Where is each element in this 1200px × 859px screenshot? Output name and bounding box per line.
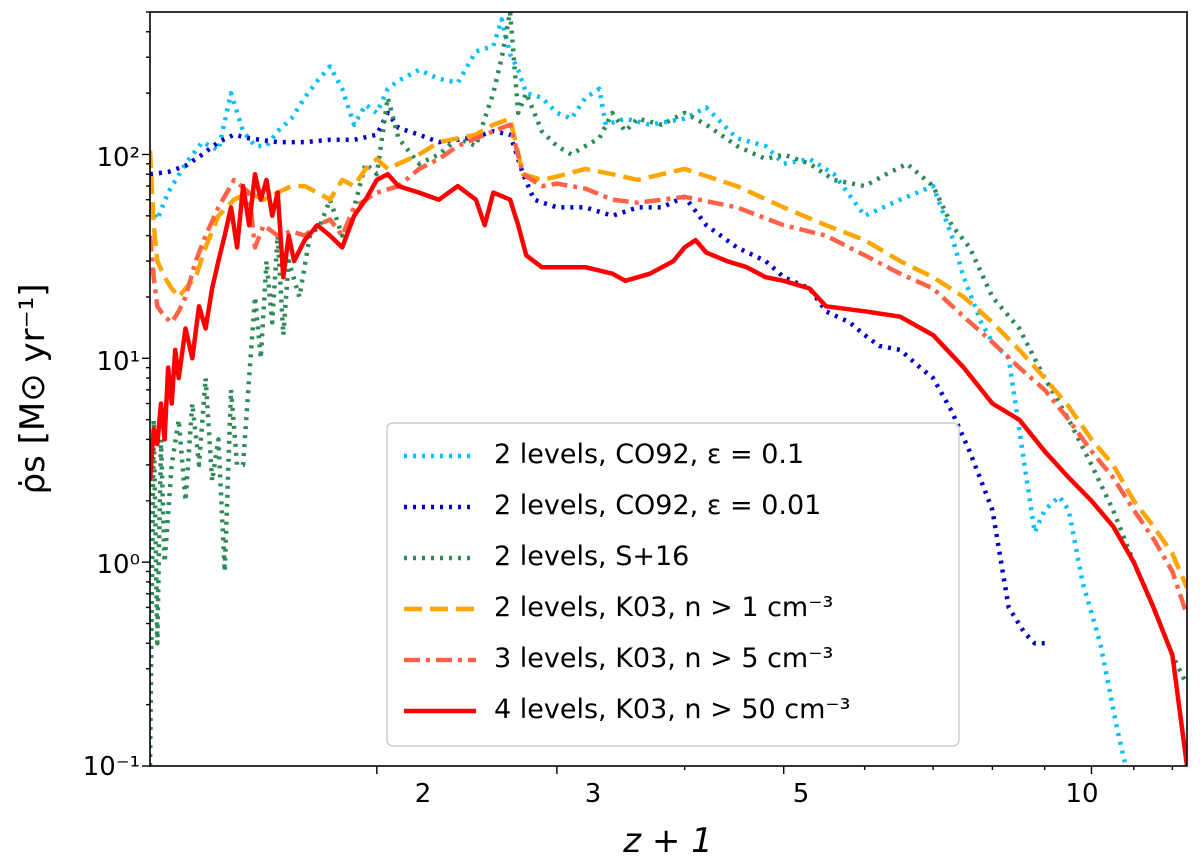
x-tick-label-3: 3: [585, 779, 602, 809]
series-line-1: [150, 110, 1045, 646]
x-tick-label-5: 5: [793, 779, 810, 809]
legend-label-co92-eps-0.1: 2 levels, CO92, ε = 0.1: [494, 439, 804, 470]
y-tick-label-0.1: 10⁻¹: [83, 752, 140, 782]
series-line-5: [150, 171, 1187, 766]
series-line-3: [150, 116, 1187, 589]
legend-box: [386, 422, 960, 747]
series-line-4: [150, 122, 1187, 616]
legend-label-co92-eps-0.01: 2 levels, CO92, ε = 0.01: [494, 490, 821, 521]
ticks-layer: [142, 11, 1174, 774]
legend-label-k03-n50: 4 levels, K03, n > 50 cm⁻³: [494, 694, 850, 725]
plot-frame: [149, 11, 1188, 767]
y-tick-label-100: 10²: [96, 143, 140, 173]
x-tick-label-10: 10: [1065, 779, 1098, 809]
series-layer: [150, 12, 1187, 766]
legend-label-k03-n1: 2 levels, K03, n > 1 cm⁻³: [494, 592, 833, 623]
legend-label-s16: 2 levels, S+16: [494, 541, 689, 572]
y-axis-label: ρ̇s [M⊙ yr⁻¹]: [13, 284, 53, 495]
series-line-2: [150, 12, 1187, 766]
x-tick-label-2: 2: [415, 779, 432, 809]
y-tick-label-10: 10¹: [96, 347, 140, 377]
y-tick-label-1: 10⁰: [96, 550, 140, 580]
legend: 2 levels, CO92, ε = 0.1 2 levels, CO92, …: [386, 422, 960, 747]
series-line-0: [150, 17, 1128, 766]
legend-label-k03-n5: 3 levels, K03, n > 5 cm⁻³: [494, 643, 833, 674]
x-axis-label: z + 1: [622, 821, 713, 859]
